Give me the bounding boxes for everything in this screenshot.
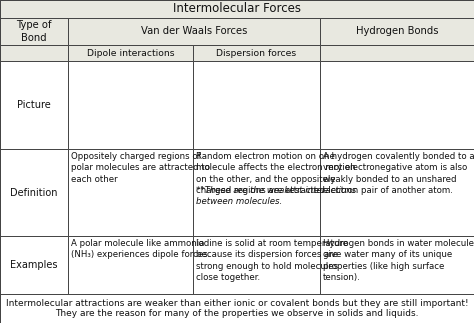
Bar (0, 149, 68, 236)
Bar (0, 236, 68, 294)
Bar (0, 18, 68, 45)
Bar (68, 61, 193, 149)
Text: Hydrogen bonds in water molecules
give water many of its unique
properties (like: Hydrogen bonds in water molecules give w… (323, 239, 474, 282)
Bar (320, 236, 474, 294)
Text: Examples: Examples (10, 260, 58, 270)
Bar (0, 0, 474, 18)
Text: Picture: Picture (17, 100, 51, 110)
Text: Van der Waals Forces: Van der Waals Forces (141, 26, 247, 36)
Text: Random electron motion on one
molecule affects the electron motion
on the other,: Random electron motion on one molecule a… (196, 152, 356, 195)
Bar (193, 236, 320, 294)
Bar (193, 45, 320, 61)
Bar (0, 61, 68, 149)
Text: **These are the weakest interactions
between molecules.: **These are the weakest interactions bet… (196, 186, 356, 206)
Bar (0, 45, 68, 61)
Bar (68, 18, 320, 45)
Text: Definition: Definition (10, 187, 58, 197)
Bar (193, 149, 320, 236)
Bar (320, 45, 474, 61)
Bar (320, 18, 474, 45)
Text: Type of
Bond: Type of Bond (16, 20, 52, 43)
Bar (68, 236, 193, 294)
Bar (0, 294, 474, 323)
Bar (193, 61, 320, 149)
Bar (320, 61, 474, 149)
Text: Dipole interactions: Dipole interactions (87, 48, 174, 57)
Text: They are the reason for many of the properties we observe in solids and liquids.: They are the reason for many of the prop… (55, 309, 419, 318)
Text: Iodine is solid at room temperature
because its dispersion forces are
strong eno: Iodine is solid at room temperature beca… (196, 239, 348, 282)
Bar (68, 45, 193, 61)
Bar (68, 149, 193, 236)
Text: A hydrogen covalently bonded to a
very electronegative atom is also
weakly bonde: A hydrogen covalently bonded to a very e… (323, 152, 474, 195)
Bar (320, 149, 474, 236)
Text: A polar molecule like ammonia
(NH₃) experiences dipole forces.: A polar molecule like ammonia (NH₃) expe… (71, 239, 210, 259)
Text: Dispersion forces: Dispersion forces (216, 48, 297, 57)
Text: Intermolecular Forces: Intermolecular Forces (173, 3, 301, 16)
Text: Hydrogen Bonds: Hydrogen Bonds (356, 26, 438, 36)
Text: Intermolecular attractions are weaker than either ionic or covalent bonds but th: Intermolecular attractions are weaker th… (6, 299, 468, 308)
Text: Oppositely charged regions of
polar molecules are attracted to
each other: Oppositely charged regions of polar mole… (71, 152, 210, 184)
